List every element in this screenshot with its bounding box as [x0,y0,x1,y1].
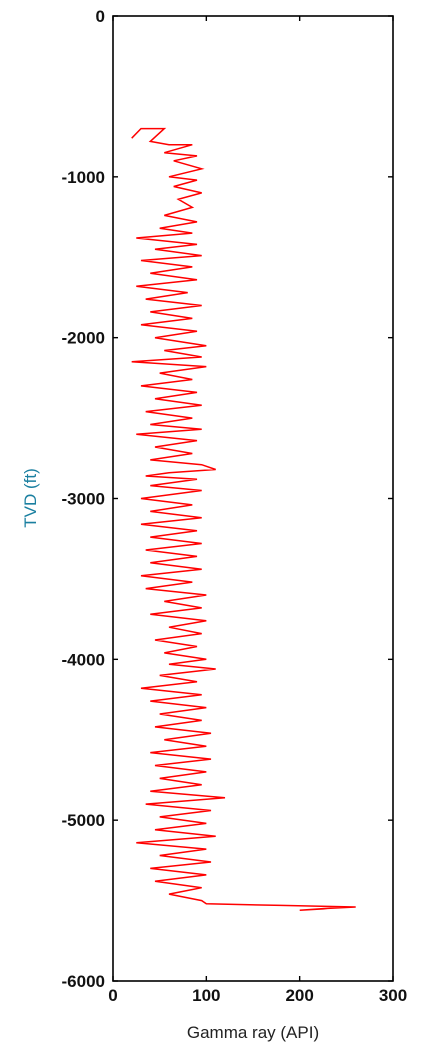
y-tick-label: -2000 [62,329,105,348]
x-tick-labels: 0 100 200 300 [108,986,407,1005]
plot-area [112,15,394,982]
x-tick-label: 100 [192,986,220,1005]
y-tick-label: -4000 [62,650,105,669]
y-tick-labels: 0 -1000 -2000 -3000 -4000 -5000 -6000 [62,7,105,991]
x-tick-label: 0 [108,986,117,1005]
x-tick-label: 200 [285,986,313,1005]
x-axis-label: Gamma ray (API) [187,1023,319,1042]
y-tick-label: 0 [96,7,105,26]
y-tick-label: -6000 [62,972,105,991]
gamma-ray-series-line [131,127,356,911]
y-axis-label: TVD (ft) [21,468,40,528]
y-tick-label: -3000 [62,490,105,509]
y-tick-label: -1000 [62,168,105,187]
y-tick-label: -5000 [62,811,105,830]
tick-marks [112,15,394,982]
x-tick-label: 300 [379,986,407,1005]
